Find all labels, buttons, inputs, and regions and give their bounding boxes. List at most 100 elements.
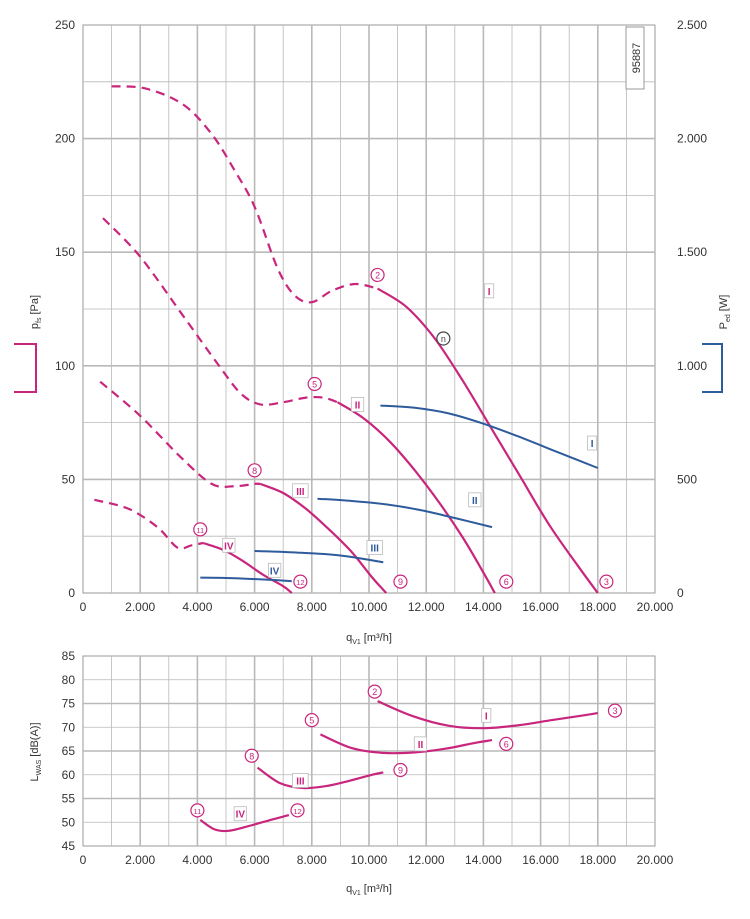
x-tick-label: 6.000 xyxy=(240,600,270,614)
operating-point-circle xyxy=(290,803,305,818)
x-tick-label: 20.000 xyxy=(637,600,674,614)
y-axis-title-sub: fs xyxy=(36,317,43,323)
sound-curve-iii xyxy=(256,766,384,790)
y-tick-label: 150 xyxy=(55,245,75,259)
x-axis-title-main-bottom: q xyxy=(346,883,352,895)
x-tick-label: 16.000 xyxy=(522,600,559,614)
operating-point-label: 3 xyxy=(612,706,617,716)
bottom-chart-series xyxy=(199,700,598,833)
curve-label-text: III xyxy=(296,487,305,498)
sound-operating-point-2: 2 xyxy=(367,684,382,699)
sound-curve-label-ii: II xyxy=(413,736,428,752)
pressure-curve-dashed xyxy=(102,217,338,406)
operating-point-3: 3 xyxy=(599,574,614,589)
pressure-curve-iii xyxy=(259,482,388,594)
figure-id-box: 95887 xyxy=(625,26,645,90)
x-axis-title-bottom: qV1 [m³/h] xyxy=(346,883,392,897)
x-tick-label: 2.000 xyxy=(125,853,155,867)
svg-text:LWAS[dB(A)]: LWAS [dB(A)] xyxy=(29,722,43,781)
curve-label-box xyxy=(350,397,365,412)
x-tick-label: 18.000 xyxy=(579,853,616,867)
y2-tick-label: 1.500 xyxy=(677,245,707,259)
operating-point-circle xyxy=(599,574,614,589)
operating-point-circle xyxy=(393,762,408,778)
x-tick-label: 14.000 xyxy=(465,600,502,614)
operating-point-circle xyxy=(367,684,382,699)
curve-label-text: IV xyxy=(224,541,234,552)
y-axis-title-main: p xyxy=(29,323,41,329)
x-tick-label: 12.000 xyxy=(408,600,445,614)
sound-curve-i xyxy=(377,700,598,730)
y-tick-label: 70 xyxy=(62,720,76,734)
sound-curve-label-iv: IV xyxy=(233,806,247,822)
pressure-power-chart: 0 2.000 4.000 6.000 8.000 10.000 12.000 14.000 1… xyxy=(14,18,732,646)
operating-point-2: 2 xyxy=(370,267,385,283)
y-axis-title-main-bottom: L xyxy=(29,775,41,781)
operating-point-label: 11 xyxy=(194,807,202,816)
x-axis-title-unit-bottom: [m³/h] xyxy=(364,883,392,895)
operating-point-circle xyxy=(393,574,408,589)
operating-point-label: 6 xyxy=(504,739,509,749)
curve-label-box xyxy=(233,806,247,822)
pressure-legend-swatch xyxy=(14,343,37,393)
x-axis-title-sub: V1 xyxy=(352,639,361,646)
curve-label-ii: II xyxy=(468,492,482,508)
curve-label-text: III xyxy=(371,544,380,555)
sound-curve-iv xyxy=(199,814,290,833)
y2-axis-title-main: P xyxy=(718,322,730,329)
curve-label-text: II xyxy=(355,400,361,411)
pressure-curve-ii xyxy=(336,401,496,594)
operating-point-8: 8 xyxy=(247,463,262,478)
curve-label-box xyxy=(292,483,309,499)
operating-point-label: 8 xyxy=(252,466,257,476)
x-axis-title-unit: [m³/h] xyxy=(364,632,392,644)
curve-label-iii: III xyxy=(366,540,383,555)
y2-tick-label: 1.000 xyxy=(677,359,707,373)
y-tick-label: 65 xyxy=(62,744,76,758)
curve-label-i: I xyxy=(587,435,598,451)
operating-point-n: n xyxy=(436,331,451,346)
operating-point-circle xyxy=(193,522,208,537)
y-tick-label: 200 xyxy=(55,132,75,146)
x-tick-label: 8.000 xyxy=(297,600,327,614)
svg-text:pfs[Pa]: pfs [Pa] xyxy=(29,295,43,329)
y-axis-title-unit-bottom: [dB(A)] xyxy=(29,722,41,756)
operating-point-label: 12 xyxy=(296,578,304,587)
x-tick-label: 14.000 xyxy=(465,853,502,867)
operating-point-circle xyxy=(499,736,514,751)
curve-label-box xyxy=(413,736,428,752)
y-tick-label: 85 xyxy=(62,649,76,663)
x-tick-label: 4.000 xyxy=(182,600,212,614)
power-curve-i xyxy=(380,404,599,469)
sound-operating-point-8: 8 xyxy=(244,748,259,763)
x-tick-label: 6.000 xyxy=(240,853,270,867)
operating-point-label: 6 xyxy=(504,577,509,587)
curve-label-text: II xyxy=(472,496,478,507)
curve-label-ii: II xyxy=(350,397,365,412)
y-axis-title-sub-bottom: WAS xyxy=(36,759,43,775)
curve-label-box xyxy=(366,540,383,555)
curve-label-box xyxy=(587,435,598,451)
power-legend-swatch xyxy=(702,343,723,393)
operating-point-circle xyxy=(244,748,259,763)
y-tick-label: 100 xyxy=(55,359,75,373)
top-chart-grid xyxy=(82,24,656,594)
sound-curve-ii xyxy=(319,733,493,755)
operating-point-label: 2 xyxy=(372,687,377,697)
pressure-curve-dashed xyxy=(99,380,261,489)
bottom-chart-ticks: 0 2.000 4.000 6.000 8.000 10.000 12.000 14.000 1… xyxy=(62,649,674,867)
y2-axis-title-sub: ed xyxy=(725,314,732,322)
y-tick-label: 45 xyxy=(62,839,76,853)
operating-point-5: 5 xyxy=(307,376,322,392)
sound-power-chart: 0 2.000 4.000 6.000 8.000 10.000 12.000 14.000 1… xyxy=(29,649,674,897)
operating-point-11: 11 xyxy=(193,522,208,537)
curve-label-box xyxy=(268,562,282,578)
operating-point-6: 6 xyxy=(499,574,514,589)
x-tick-label: 16.000 xyxy=(522,853,559,867)
operating-point-circle xyxy=(607,703,623,718)
y-tick-label: 50 xyxy=(62,472,76,486)
y2-tick-label: 500 xyxy=(677,472,697,486)
curve-label-iii: III xyxy=(292,483,309,499)
operating-point-label: 8 xyxy=(249,751,254,761)
